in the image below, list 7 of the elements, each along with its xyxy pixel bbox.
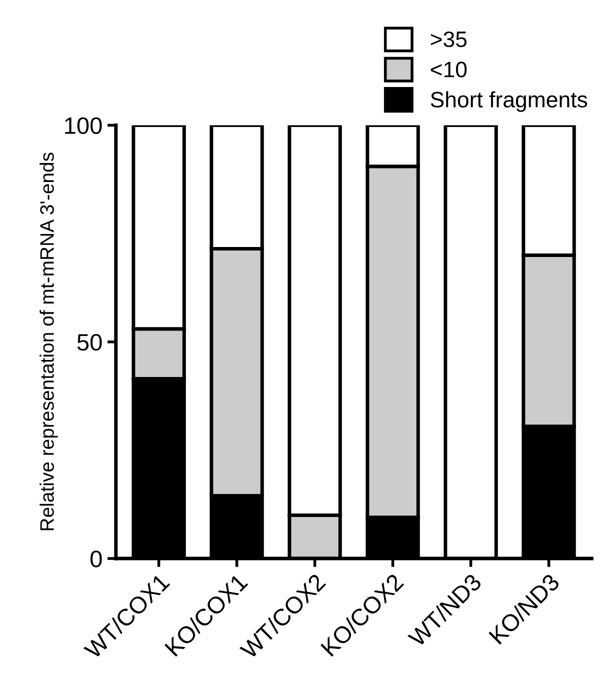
y-axis-title: Relative representation of mt-mRNA 3'-ends	[40, 152, 58, 530]
legend-label: <10	[430, 62, 467, 78]
y-tick-label: 100	[65, 117, 102, 134]
y-tick-label: 0	[90, 550, 102, 568]
legend-label: Short fragments	[430, 91, 588, 112]
y-tick-label: 50	[77, 334, 102, 351]
legend-label: >35	[430, 31, 467, 48]
